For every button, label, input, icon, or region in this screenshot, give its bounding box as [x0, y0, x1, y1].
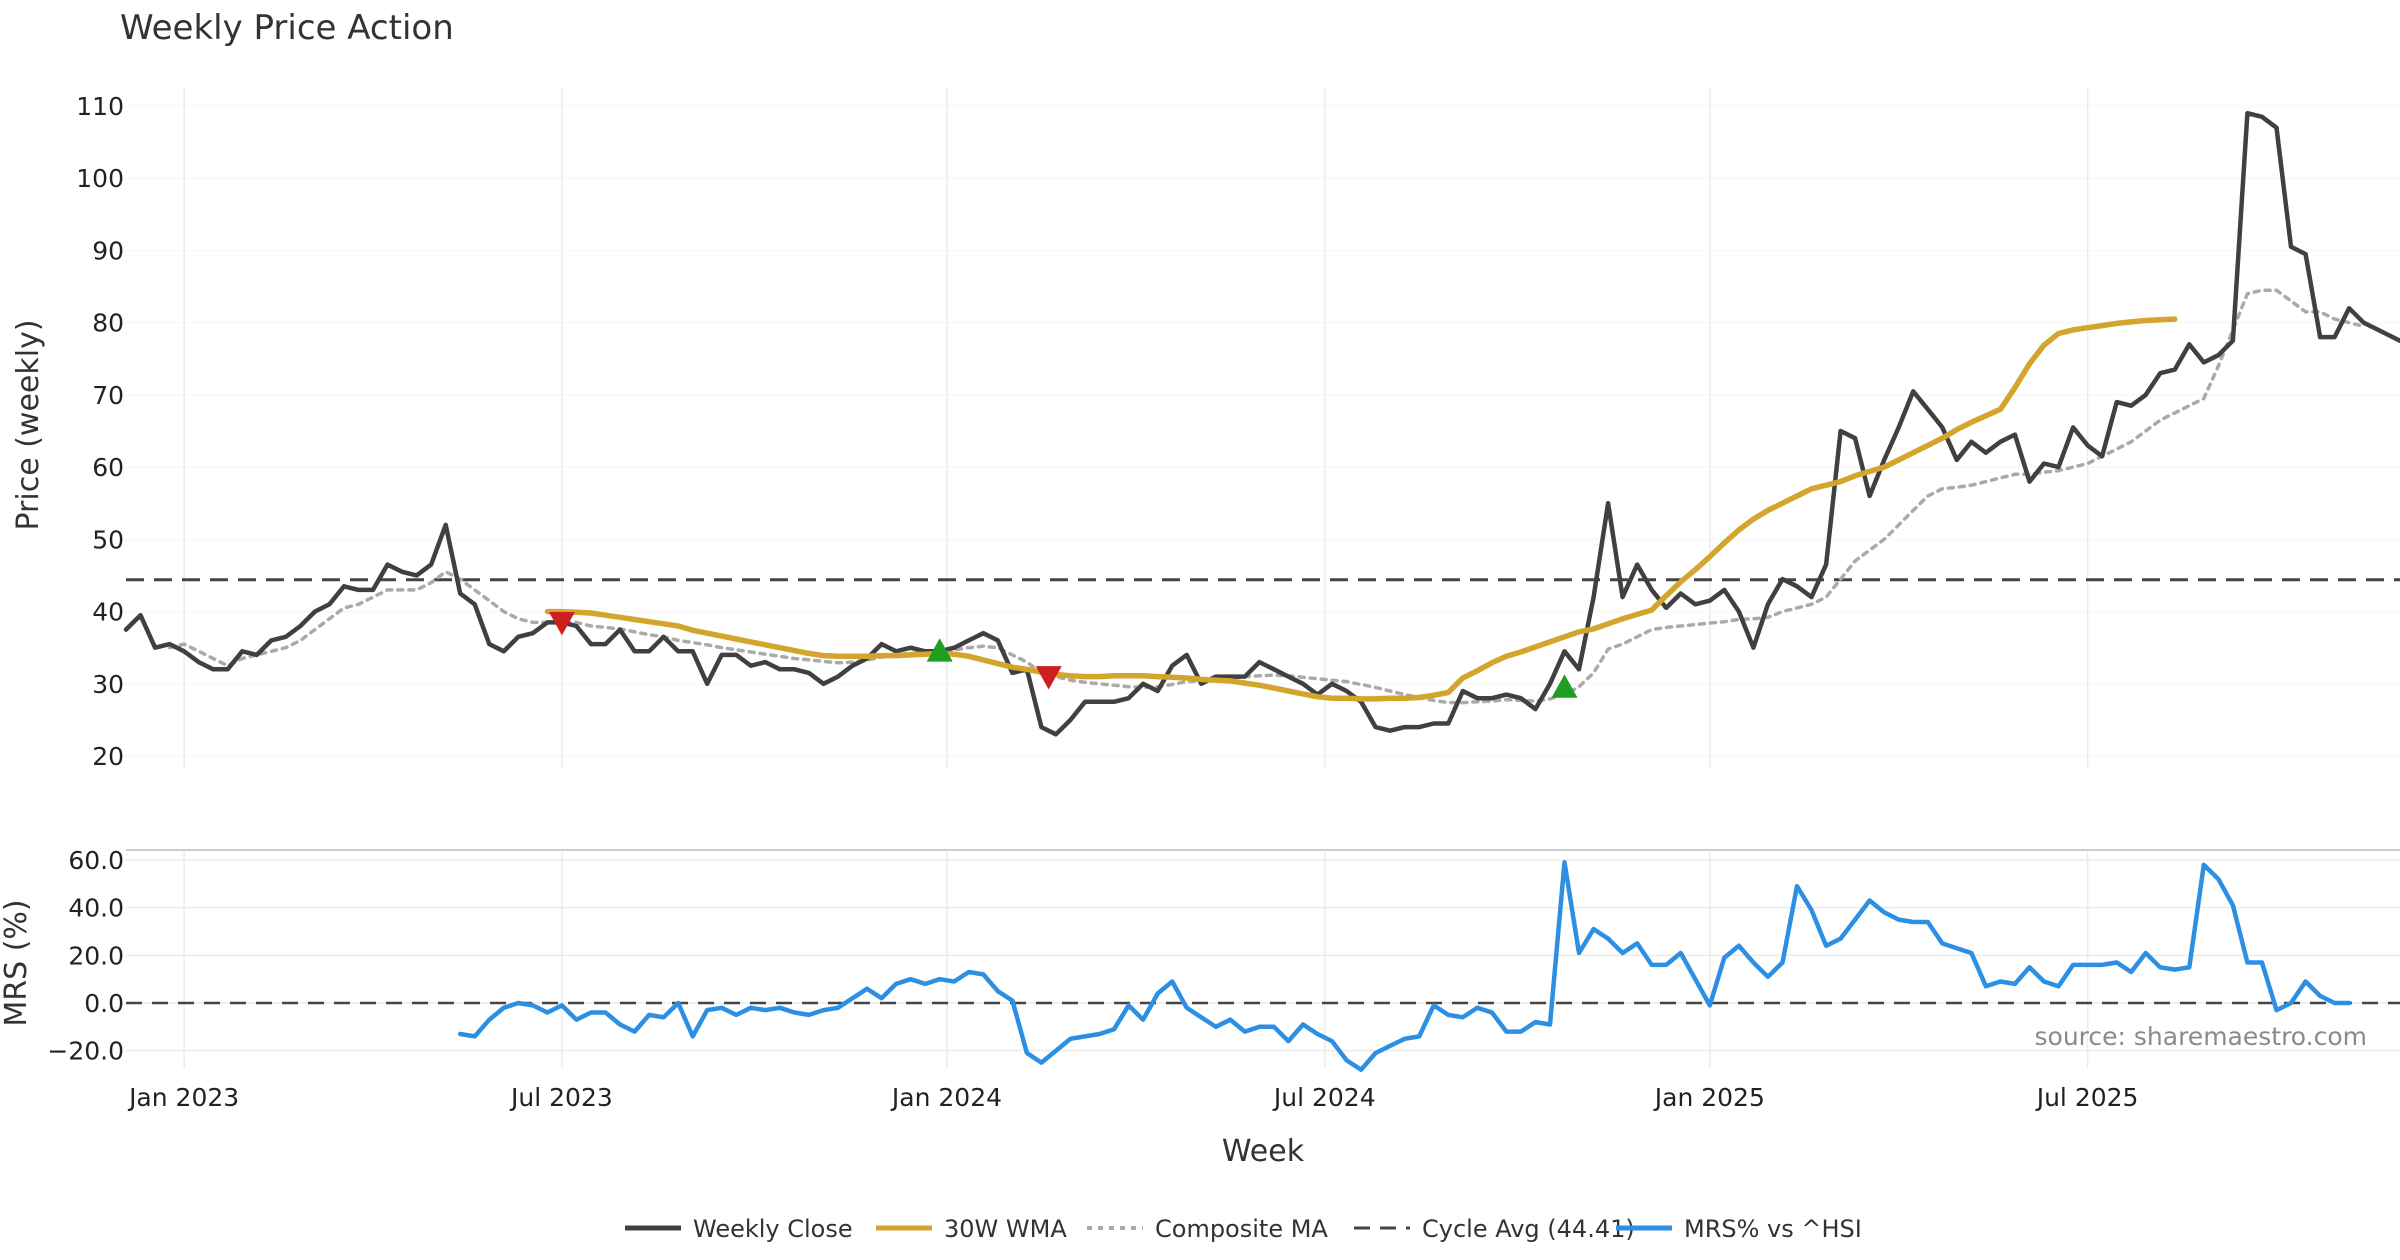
- top-y-tick-label: 90: [92, 236, 124, 265]
- top-y-tick-label: 110: [76, 92, 124, 121]
- y-axis-label-price: Price (weekly): [11, 319, 46, 530]
- top-panel-series: [123, 110, 2400, 737]
- sell-signal-marker: [548, 611, 575, 636]
- top-y-tick-label: 70: [92, 381, 124, 410]
- bottom-y-tick-label: 40.0: [68, 894, 124, 923]
- x-tick-label: Jul 2024: [1272, 1083, 1376, 1112]
- y-axis-label-mrs: MRS (%): [0, 899, 34, 1026]
- legend-label: Weekly Close: [693, 1215, 853, 1243]
- x-tick-label: Jan 2024: [890, 1083, 1002, 1112]
- source-note: source: sharemaestro.com: [2035, 1022, 2368, 1051]
- top-panel-gridlines: [126, 88, 2400, 768]
- series-line-composite-ma: [167, 288, 2366, 705]
- bottom-y-tick-label: 60.0: [68, 846, 124, 875]
- legend-label: 30W WMA: [944, 1215, 1067, 1243]
- legend-label: MRS% vs ^HSI: [1684, 1215, 1862, 1243]
- x-tick-label: Jul 2025: [2035, 1083, 2139, 1112]
- x-tick-label: Jul 2023: [509, 1083, 613, 1112]
- top-y-tick-label: 40: [92, 598, 124, 627]
- bottom-y-ticks: −20.0 0.0 20.0 40.0 60.0: [47, 846, 124, 1066]
- bottom-y-tick-label: −20.0: [47, 1037, 124, 1066]
- top-y-tick-label: 60: [92, 453, 124, 482]
- x-tick-label: Jan 2023: [127, 1083, 239, 1112]
- bottom-panel-gridlines: [126, 852, 2400, 1068]
- top-y-tick-label: 50: [92, 525, 124, 554]
- signal-markers: [548, 611, 1578, 698]
- x-ticks: Jan 2023 Jul 2023 Jan 2024 Jul 2024 Jan 2025…: [127, 1083, 2138, 1112]
- buy-signal-marker: [1551, 674, 1578, 698]
- chart-title: Weekly Price Action: [120, 8, 454, 48]
- series-line-weekly-close: [123, 110, 2400, 737]
- buy-signal-marker: [926, 638, 953, 662]
- x-axis-label: Week: [1222, 1134, 1305, 1169]
- top-y-tick-label: 30: [92, 670, 124, 699]
- legend: Weekly Close 30W WMA Composite MA Cycle Avg…: [625, 1215, 1862, 1243]
- legend-label: Cycle Avg (44.41): [1422, 1215, 1635, 1243]
- series-line-30w-wma: [544, 316, 2178, 702]
- legend-label: Composite MA: [1155, 1215, 1328, 1243]
- top-y-ticks: 20 30 40 50 60 70 80 90 100 110: [76, 92, 124, 771]
- x-tick-label: Jan 2025: [1653, 1083, 1765, 1112]
- top-y-tick-label: 20: [92, 742, 124, 771]
- bottom-y-tick-label: 0.0: [84, 989, 124, 1018]
- bottom-y-tick-label: 20.0: [68, 941, 124, 970]
- sell-signal-marker: [1035, 666, 1062, 690]
- top-y-tick-label: 100: [76, 164, 124, 193]
- bottom-panel-series: [457, 860, 2352, 1072]
- series-line-mrs-vs-hsi: [457, 860, 2352, 1072]
- top-y-tick-label: 80: [92, 309, 124, 338]
